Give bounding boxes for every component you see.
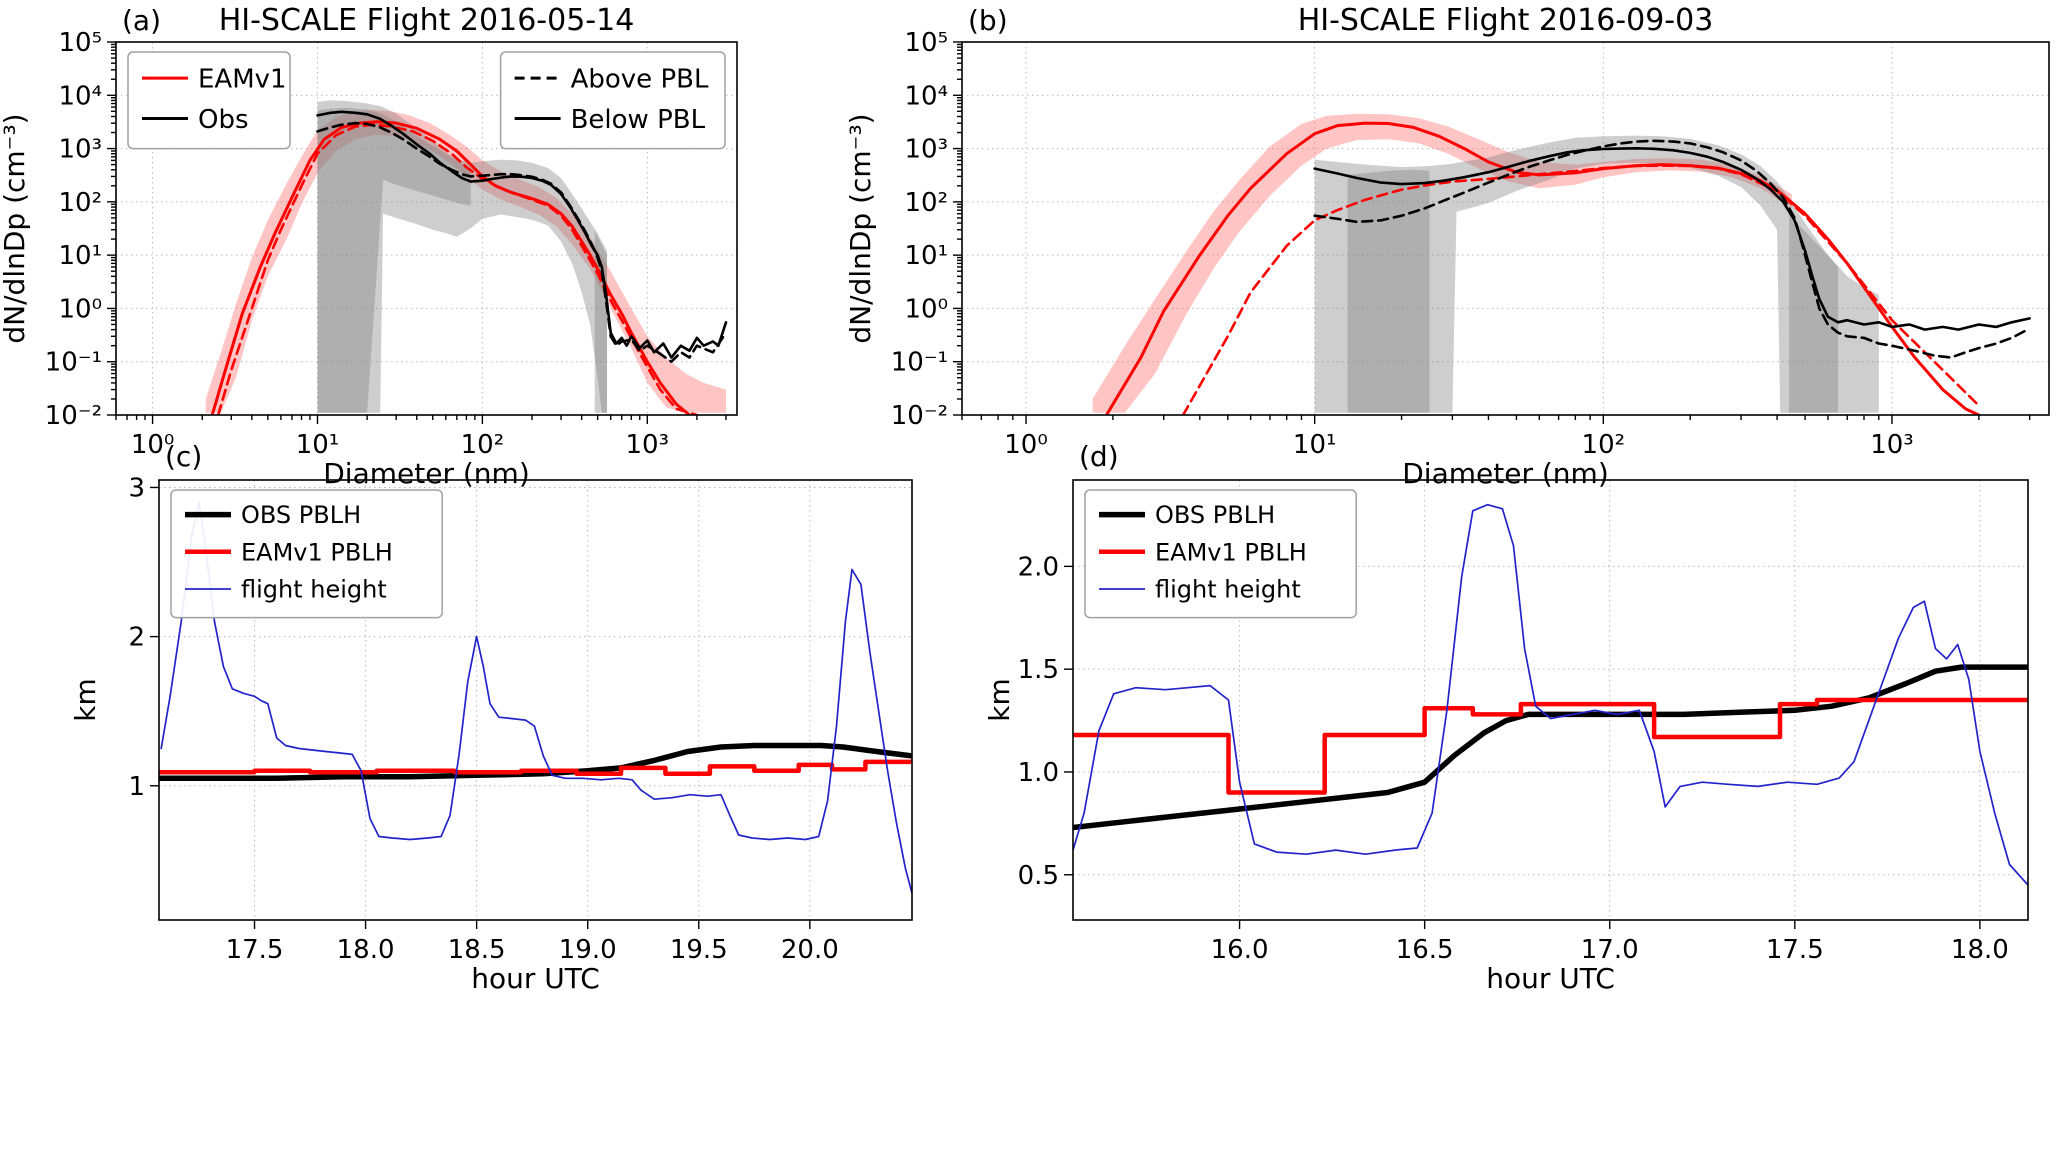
y-tick-label: 10⁻¹	[891, 348, 948, 378]
axes-frame-d	[1072, 479, 2029, 921]
y-tick-label: 1	[128, 772, 145, 802]
y-tick-label: 10⁻²	[891, 401, 948, 431]
band-eamv1-spread	[205, 110, 726, 413]
legend-item-label: OBS PBLH	[241, 501, 361, 529]
panel-a: 10⁰ 10¹ 10² 10³ 10⁻² 10⁻¹ 10⁰ 10¹ 10² 10³ 10⁴ 10⁵ HI…	[0, 3, 738, 490]
y-axis-label-a: dN/dlnDp (cm⁻³)	[0, 113, 31, 343]
band-obs-spread	[1314, 135, 1879, 413]
series-eamv1-pblh	[1073, 697, 2028, 795]
series-obs-pblh	[159, 742, 912, 782]
y-tick-label: 10⁵	[58, 28, 102, 58]
x-axis-label-b: Diameter (nm)	[1402, 457, 1609, 490]
legend-item-label: EAMv1	[198, 65, 287, 95]
panel-title-b: HI-SCALE Flight 2016-09-03	[1298, 3, 1714, 38]
y-tick-label: 10³	[58, 135, 102, 165]
band-obs-spread-dark-left	[1347, 169, 1430, 413]
x-tick-label: 10³	[626, 430, 670, 460]
legend-item-label: EAMv1 PBLH	[241, 538, 393, 566]
axes-frame-c	[158, 479, 913, 921]
y-tick-label: 10⁻¹	[45, 348, 102, 378]
x-tick-label: 16.0	[1211, 935, 1269, 965]
x-tick-label: 19.5	[670, 935, 728, 965]
band-obs-above-spread	[317, 107, 471, 413]
x-tick-label: 16.5	[1396, 935, 1454, 965]
panel-label-b: (b)	[968, 4, 1008, 37]
x-tick-label: 10³	[1870, 430, 1914, 460]
x-tick-label: 18.5	[448, 935, 506, 965]
x-tick-label: 10¹	[296, 430, 340, 460]
y-tick-label: 10⁴	[904, 81, 948, 111]
y-tick-label: 0.5	[1018, 861, 1059, 891]
legend-item-label: Below PBL	[571, 105, 706, 135]
panel-label-d: (d)	[1079, 440, 1119, 473]
panel-label-a: (a)	[122, 4, 161, 37]
legend-a-1: Above PBL Below PBL	[499, 51, 726, 150]
x-tick-label: 17.0	[1581, 935, 1639, 965]
x-tick-label: 19.0	[559, 935, 617, 965]
legend-item-label: Above PBL	[571, 65, 709, 95]
axes-frame-b	[961, 41, 2050, 416]
series-flight-height	[1073, 503, 2028, 886]
legend-item-label: OBS PBLH	[1155, 501, 1275, 529]
y-tick-label: 1.5	[1018, 655, 1059, 685]
x-axis-label-d: hour UTC	[1486, 962, 1615, 995]
axes-frame-a	[115, 41, 738, 416]
y-axis-label-d: km	[983, 678, 1016, 722]
y-tick-label: 10⁵	[904, 28, 948, 58]
x-axis-label-c: hour UTC	[471, 962, 600, 995]
y-tick-label: 10⁰	[58, 294, 102, 324]
legend-item-label: flight height	[1155, 576, 1301, 604]
legend-d-0: OBS PBLH EAMv1 PBLH flight height	[1084, 489, 1357, 619]
legend-item-label: flight height	[241, 576, 387, 604]
legend-c-0: OBS PBLH EAMv1 PBLH flight height	[170, 489, 443, 619]
series-flight-height	[160, 501, 912, 895]
series-eamv1-above-pbl	[1181, 164, 1981, 415]
series-obs-above-pbl	[316, 121, 728, 363]
y-tick-label: 1.0	[1018, 758, 1059, 788]
grid-c	[159, 480, 912, 920]
x-tick-label: 10¹	[1293, 430, 1337, 460]
legend-item-label: Obs	[198, 105, 249, 135]
series-obs-below-pbl	[1313, 147, 2031, 331]
y-tick-label: 10²	[904, 188, 948, 218]
legend-a-0: EAMv1 Obs	[127, 51, 291, 150]
x-tick-label: 10²	[1582, 430, 1626, 460]
x-tick-label: 20.0	[781, 935, 839, 965]
series-eamv1-above-pbl	[216, 123, 699, 415]
y-axis-label-b: dN/dlnDp (cm⁻³)	[844, 113, 877, 343]
panel-c: 17.5 18.0 18.5 19.0 19.5 20.0 1 2 3 (c) hour UTC km…	[69, 440, 913, 995]
x-tick-label: 18.0	[1951, 935, 2009, 965]
y-tick-label: 2.0	[1018, 552, 1059, 582]
y-tick-label: 3	[128, 473, 145, 503]
y-axis-label-c: km	[69, 678, 102, 722]
y-tick-label: 10³	[904, 135, 948, 165]
y-tick-label: 10⁰	[904, 294, 948, 324]
y-tick-label: 10²	[58, 188, 102, 218]
y-tick-label: 10⁴	[58, 81, 102, 111]
y-tick-label: 10⁻²	[45, 401, 102, 431]
panel-d: 16.0 16.5 17.0 17.5 18.0 0.5 1.0 1.5 2.0 (d) hour …	[983, 440, 2029, 995]
y-tick-label: 10¹	[904, 241, 948, 271]
x-tick-label: 17.5	[226, 935, 284, 965]
y-tick-label: 10¹	[58, 241, 102, 271]
panel-label-c: (c)	[165, 440, 202, 473]
panel-b: 10⁰ 10¹ 10² 10³ 10⁻² 10⁻¹ 10⁰ 10¹ 10² 10³ 10⁴ 10⁵ HI…	[844, 3, 2050, 490]
x-tick-label: 10⁰	[131, 430, 175, 460]
y-tick-label: 2	[128, 623, 145, 653]
band-eamv1-spread	[1092, 113, 1792, 413]
x-tick-label: 17.5	[1766, 935, 1824, 965]
series-eamv1-pblh	[159, 759, 912, 777]
band-obs-spread-dark-right	[1789, 213, 1838, 413]
x-tick-label: 10⁰	[1004, 430, 1048, 460]
x-axis-label-a: Diameter (nm)	[323, 457, 530, 490]
series-obs-pblh	[1073, 664, 2028, 831]
x-tick-label: 18.0	[337, 935, 395, 965]
x-tick-label: 10²	[461, 430, 505, 460]
legend-item-label: EAMv1 PBLH	[1155, 538, 1307, 566]
series-obs-above-pbl	[1313, 139, 2031, 359]
panel-title-a: HI-SCALE Flight 2016-05-14	[219, 3, 635, 38]
